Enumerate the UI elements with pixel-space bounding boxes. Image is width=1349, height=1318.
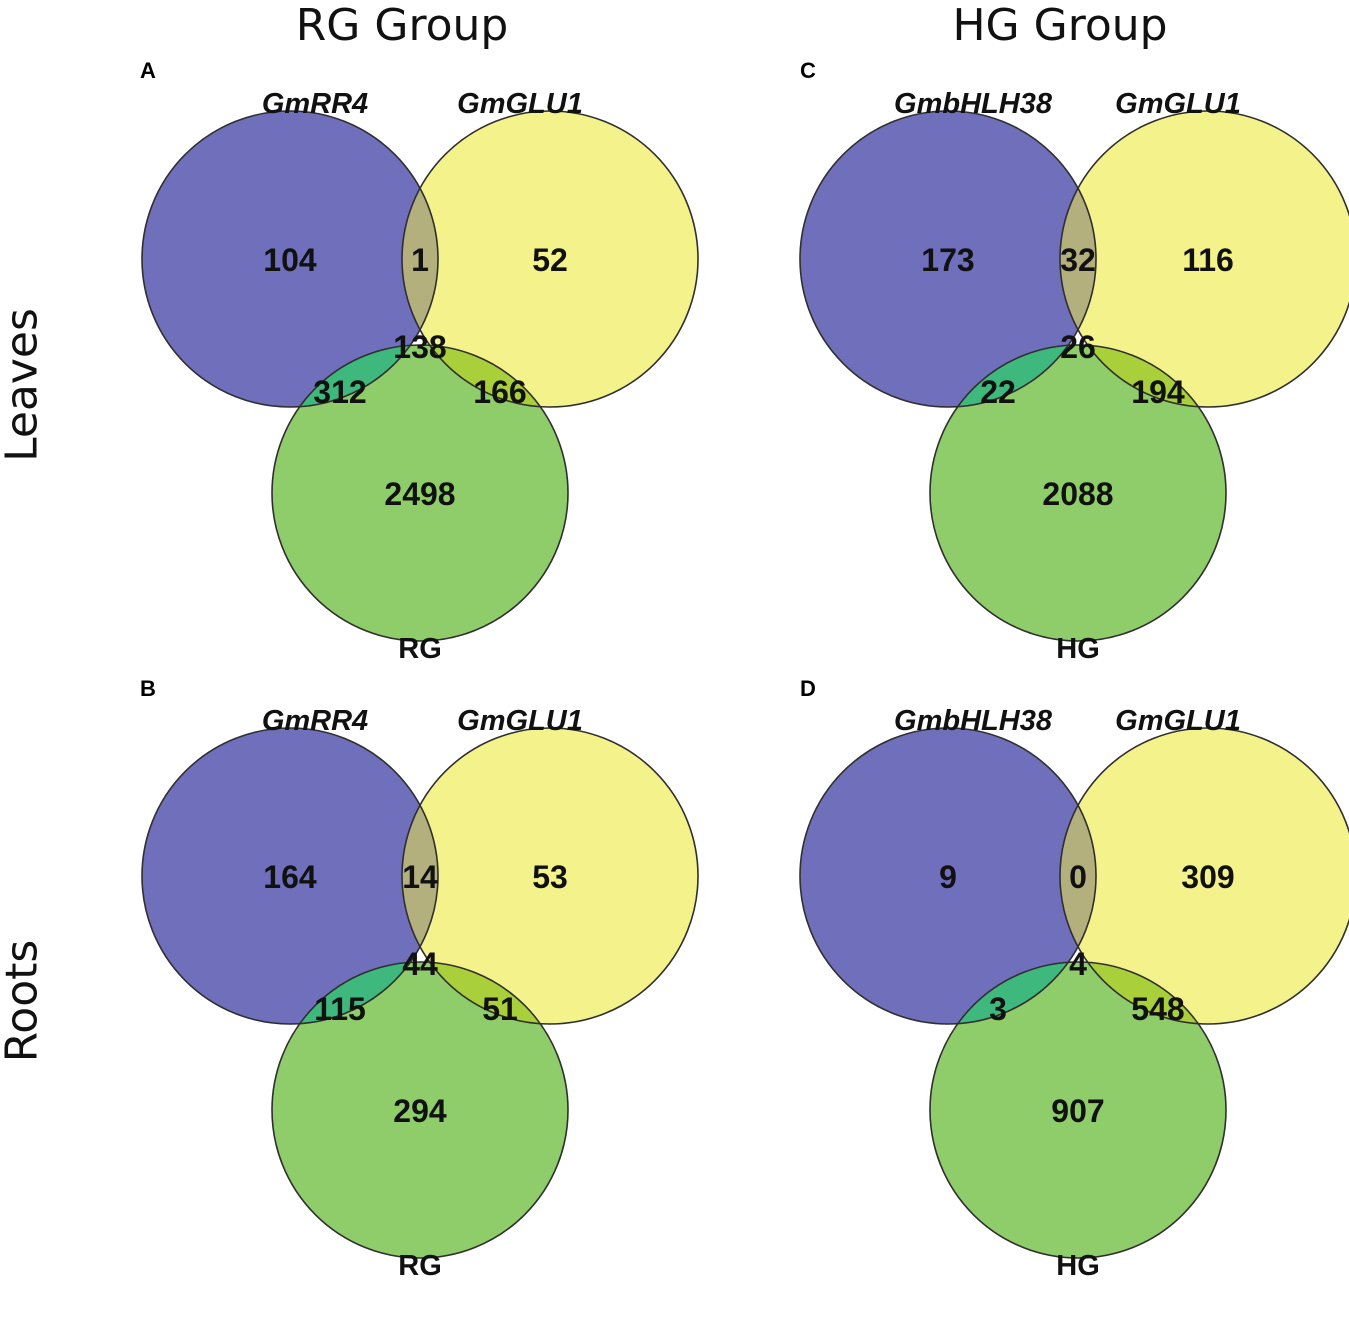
count-s123: 26	[1060, 329, 1096, 365]
set2-circle	[1060, 728, 1349, 1024]
count-only1: 164	[263, 859, 317, 895]
set3-label: RG	[398, 633, 442, 665]
set1-outline	[141, 110, 439, 408]
set1-outline	[799, 727, 1097, 1025]
count-s12: 32	[1060, 242, 1096, 278]
count-s23: 51	[482, 991, 518, 1027]
set2-outline	[401, 110, 699, 408]
set2-label: GmGLU1	[1115, 88, 1241, 120]
set1-circle	[800, 111, 1096, 407]
set2-circle	[402, 111, 698, 407]
count-only1: 104	[263, 242, 317, 278]
count-only3: 2088	[1042, 476, 1113, 512]
count-only3: 2498	[384, 476, 455, 512]
count-s13: 312	[313, 374, 366, 410]
set1-label: GmRR4	[262, 705, 368, 737]
set1-circle	[142, 728, 438, 1024]
set2-label: GmGLU1	[457, 88, 583, 120]
count-only3: 294	[393, 1093, 447, 1129]
set3-outline	[271, 961, 569, 1259]
column-title-rg-group: RG Group	[295, 0, 509, 51]
count-only2: 309	[1181, 859, 1234, 895]
set2-label: GmGLU1	[457, 705, 583, 737]
venn-panel-a: 104 52 1 138 312 166 2498 GmRR4 GmGLU1 RG	[141, 88, 699, 665]
panel-letter-b: B	[140, 676, 156, 701]
count-only2: 53	[532, 859, 568, 895]
count-s12: 1	[411, 242, 429, 278]
panel-letter-d: D	[800, 676, 816, 701]
set2-outline	[1059, 727, 1349, 1025]
set3-label: HG	[1056, 633, 1100, 665]
set2-circle	[402, 728, 698, 1024]
count-s13: 3	[989, 991, 1007, 1027]
set3-outline	[929, 961, 1227, 1259]
set1-outline	[141, 727, 439, 1025]
set2-outline	[401, 727, 699, 1025]
column-title-hg-group: HG Group	[952, 0, 1168, 51]
venn-panel-d: 9 309 0 4 3 548 907 GmbHLH38 GmGLU1 HG	[799, 705, 1349, 1282]
venn-panel-c: 173 116 32 26 22 194 2088 GmbHLH38 GmGLU1 HG	[799, 88, 1349, 665]
venn-panel-b: 164 53 14 44 115 51 294 GmRR4 GmGLU1 RG	[141, 705, 699, 1282]
count-s123: 44	[402, 946, 438, 982]
set2-label: GmGLU1	[1115, 705, 1241, 737]
count-s23: 548	[1131, 991, 1184, 1027]
count-only1: 173	[921, 242, 974, 278]
count-s23: 194	[1131, 374, 1185, 410]
count-only1: 9	[939, 859, 957, 895]
count-s23: 166	[473, 374, 526, 410]
set1-label: GmRR4	[262, 88, 368, 120]
set3-circle	[930, 345, 1226, 641]
count-s12: 0	[1069, 859, 1087, 895]
set1-outline	[799, 110, 1097, 408]
count-only3: 907	[1051, 1093, 1104, 1129]
count-only2: 116	[1182, 242, 1234, 278]
set3-circle	[272, 962, 568, 1258]
set3-label: RG	[398, 1250, 442, 1282]
set3-label: HG	[1056, 1250, 1100, 1282]
set1-label: GmbHLH38	[894, 88, 1053, 120]
count-s123: 4	[1069, 946, 1087, 982]
set3-circle	[272, 345, 568, 641]
set3-outline	[929, 344, 1227, 642]
count-s13: 115	[314, 991, 366, 1027]
set1-label: GmbHLH38	[894, 705, 1053, 737]
panel-letter-c: C	[800, 58, 816, 83]
count-s123: 138	[393, 329, 446, 365]
count-s13: 22	[980, 374, 1016, 410]
set3-circle	[930, 962, 1226, 1258]
count-only2: 52	[532, 242, 568, 278]
set2-circle	[1060, 111, 1349, 407]
count-s12: 14	[402, 859, 438, 895]
set1-circle	[800, 728, 1096, 1024]
set3-outline	[271, 344, 569, 642]
set2-outline	[1059, 110, 1349, 408]
panel-letter-a: A	[140, 58, 156, 83]
set1-circle	[142, 111, 438, 407]
